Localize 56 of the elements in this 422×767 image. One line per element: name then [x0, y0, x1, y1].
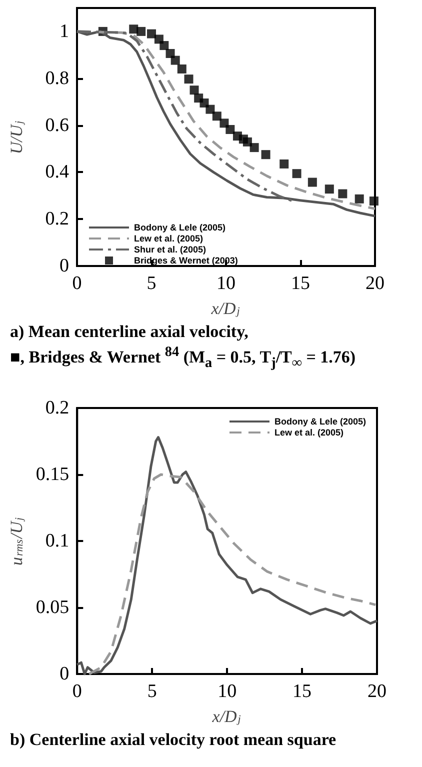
y-tick-label: 0.1 [45, 530, 70, 552]
point [184, 74, 194, 84]
y-tick-label: 1 [60, 20, 69, 42]
line-series [88, 473, 377, 676]
point [308, 178, 317, 187]
point [324, 184, 334, 194]
x-tick-label: 20 [368, 681, 386, 702]
y-tick-label: 0.4 [45, 162, 70, 183]
legend-label: Lew et al. (2005) [134, 234, 204, 244]
x-tick-label: 15 [292, 681, 312, 702]
y-tick-label: 0.15 [36, 464, 70, 486]
text: ■, Bridges & Wernet $^{84}$ (M$_{a}$ = 0.5, T$_{j}$/T$_{∞}$ = 1.76) [10, 344, 356, 372]
point [166, 49, 175, 58]
x-tick-label: 10 [218, 681, 237, 702]
x-tick-label: 10 [216, 273, 236, 294]
point [147, 29, 156, 38]
point [242, 137, 252, 146]
x-tick-label: 15 [291, 273, 310, 294]
text: a) Mean centerline axial velocity, [10, 322, 250, 342]
y-axis-title: urms/Uj [7, 518, 26, 566]
legend-label: Bodony & Lele (2005) [274, 416, 366, 427]
point [160, 41, 169, 50]
y-tick-label: 0.8 [45, 68, 69, 89]
line-series [76, 30, 294, 202]
point [136, 26, 146, 36]
point [280, 159, 289, 168]
y-axis-title: U/Uj [7, 120, 26, 154]
point [206, 104, 215, 114]
point [250, 143, 259, 152]
x-tick-label: 5 [146, 273, 156, 294]
x-tick-label: 20 [366, 273, 384, 294]
y-tick-label: 0.2 [45, 208, 69, 230]
x-axis-title: x/Dj [211, 707, 241, 726]
point [261, 150, 270, 160]
legend-label: Bodony & Lele (2005) [134, 222, 226, 232]
y-tick-label: 0 [60, 664, 70, 685]
point [220, 118, 229, 128]
point [292, 169, 302, 178]
point [190, 86, 199, 95]
x-tick-label: 5 [147, 681, 157, 702]
y-tick-label: 0 [60, 256, 69, 276]
y-tick-label: 0.2 [45, 398, 70, 419]
legend-label: Shur et al. (2005) [134, 244, 206, 254]
point [226, 124, 235, 134]
point [200, 98, 209, 108]
x-axis-title: x/Dj [210, 299, 240, 318]
point [369, 196, 378, 206]
y-tick-label: 0.6 [45, 114, 69, 136]
point [170, 56, 180, 65]
point [177, 64, 186, 74]
point [212, 112, 222, 121]
point [338, 189, 348, 198]
point [354, 194, 364, 204]
text: b) Centerline axial velocity root mean square [10, 730, 338, 750]
y-tick-label: 0.05 [36, 597, 70, 618]
legend-label: Lew et al. (2005) [274, 428, 344, 438]
